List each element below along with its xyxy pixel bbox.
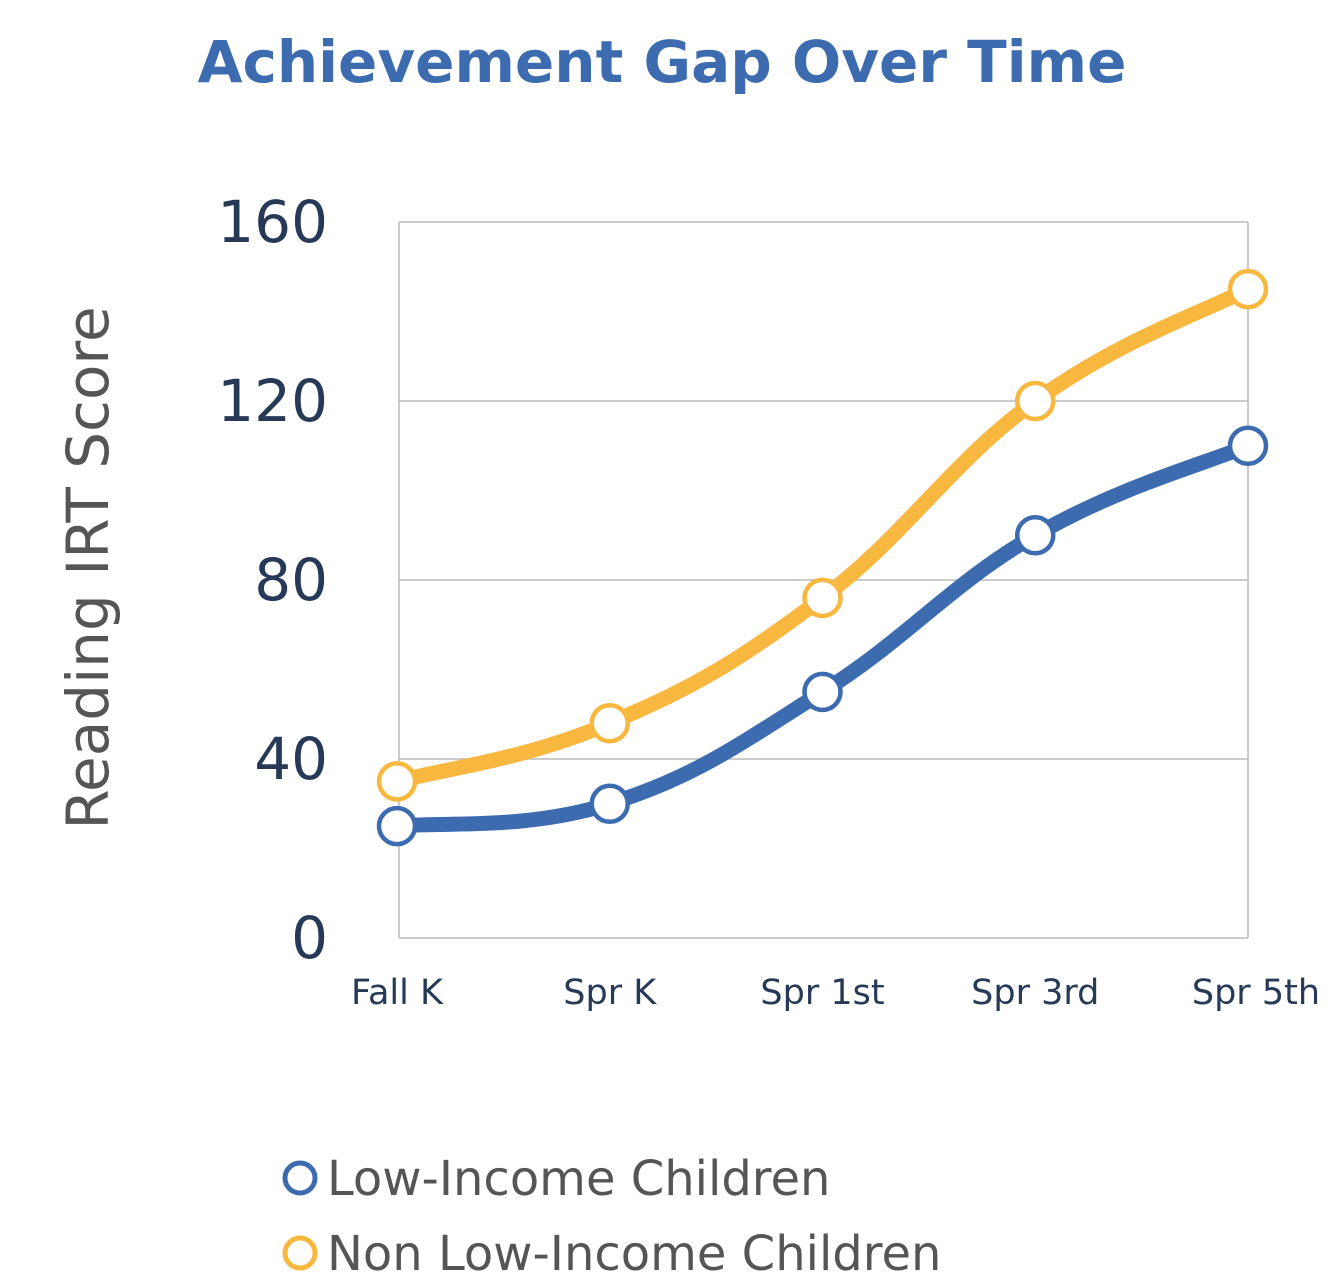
y-axis-label: Reading IRT Score (54, 306, 122, 829)
series-line-0 (389, 438, 1256, 834)
x-tick-label: Spr K (563, 973, 657, 1013)
legend-label: Non Low-Income Children (327, 1226, 941, 1282)
data-point (802, 671, 843, 713)
y-tick-label: 80 (254, 546, 328, 614)
x-tick-label: Spr 1st (760, 973, 884, 1013)
data-point (1015, 380, 1056, 422)
x-tick-label: Spr 5th (1192, 973, 1320, 1013)
data-point (589, 702, 630, 744)
legend-label: Low-Income Children (327, 1151, 830, 1207)
data-point (376, 805, 418, 847)
data-point (376, 761, 418, 802)
y-tick-label: 40 (254, 725, 328, 793)
legend-marker (282, 1235, 318, 1271)
y-axis-ticks: 0 40 80 120 160 (217, 188, 328, 972)
y-tick-label: 0 (291, 904, 328, 972)
x-axis-ticks: Fall K Spr K Spr 1st Spr 3rd Spr 5th (351, 973, 1320, 1013)
x-tick-label: Fall K (351, 973, 444, 1013)
x-tick-label: Spr 3rd (971, 973, 1099, 1013)
legend: Low-Income Children Non Low-Income Childr… (282, 1151, 941, 1282)
y-tick-label: 160 (217, 188, 328, 256)
data-point (802, 577, 843, 619)
data-point (589, 783, 630, 824)
series-points (376, 268, 1269, 847)
data-point (1227, 268, 1269, 310)
legend-marker (282, 1160, 318, 1196)
series-lines (389, 281, 1256, 834)
chart-title: Achievement Gap Over Time (198, 28, 1127, 96)
data-point (1015, 515, 1056, 556)
data-point (1227, 425, 1269, 466)
y-tick-label: 120 (217, 367, 328, 435)
